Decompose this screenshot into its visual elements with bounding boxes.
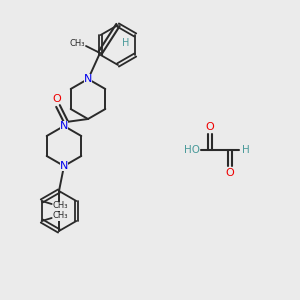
Text: N: N bbox=[84, 74, 92, 84]
Text: HO: HO bbox=[184, 145, 200, 155]
Text: O: O bbox=[206, 122, 214, 132]
Text: O: O bbox=[226, 168, 234, 178]
Text: CH₃: CH₃ bbox=[53, 202, 68, 211]
Text: O: O bbox=[52, 94, 62, 104]
Text: CH₃: CH₃ bbox=[69, 38, 85, 47]
Text: N: N bbox=[60, 121, 68, 131]
Text: CH₃: CH₃ bbox=[53, 212, 68, 220]
Text: H: H bbox=[122, 38, 130, 48]
Text: N: N bbox=[60, 161, 68, 171]
Text: H: H bbox=[242, 145, 250, 155]
